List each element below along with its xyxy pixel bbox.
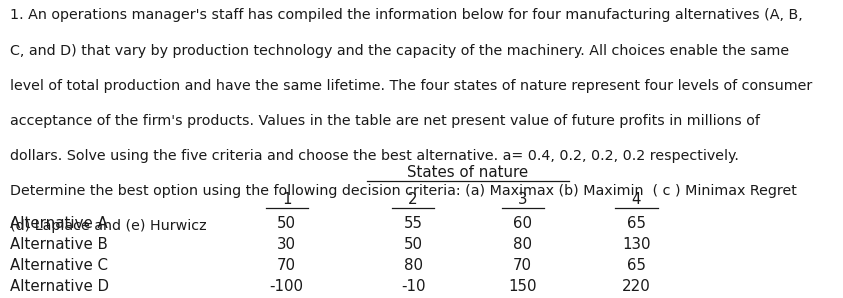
Text: Alternative B: Alternative B	[10, 237, 108, 252]
Text: 65: 65	[627, 258, 646, 273]
Text: C, and D) that vary by production technology and the capacity of the machinery. : C, and D) that vary by production techno…	[10, 44, 789, 58]
Text: acceptance of the firm's products. Values in the table are net present value of : acceptance of the firm's products. Value…	[10, 114, 760, 128]
Text: 130: 130	[622, 237, 651, 252]
Text: 4: 4	[631, 192, 642, 207]
Text: 50: 50	[404, 237, 422, 252]
Text: 1: 1	[282, 192, 292, 207]
Text: 80: 80	[513, 237, 532, 252]
Text: 50: 50	[277, 216, 296, 231]
Text: dollars. Solve using the five criteria and choose the best alternative. a= 0.4, : dollars. Solve using the five criteria a…	[10, 149, 739, 163]
Text: Alternative A: Alternative A	[10, 216, 108, 231]
Text: 220: 220	[622, 279, 651, 294]
Text: 2: 2	[408, 192, 418, 207]
Text: 1. An operations manager's staff has compiled the information below for four man: 1. An operations manager's staff has com…	[10, 8, 803, 22]
Text: 80: 80	[404, 258, 422, 273]
Text: 70: 70	[513, 258, 532, 273]
Text: 150: 150	[508, 279, 537, 294]
Text: level of total production and have the same lifetime. The four states of nature : level of total production and have the s…	[10, 79, 813, 93]
Text: Determine the best option using the following decision criteria: (a) Maximax (b): Determine the best option using the foll…	[10, 184, 797, 198]
Text: 3: 3	[518, 192, 528, 207]
Text: 55: 55	[404, 216, 422, 231]
Text: -100: -100	[270, 279, 303, 294]
Text: 65: 65	[627, 216, 646, 231]
Text: 70: 70	[277, 258, 296, 273]
Text: Alternative C: Alternative C	[10, 258, 108, 273]
Text: (d) Laplace and (e) Hurwicz: (d) Laplace and (e) Hurwicz	[10, 219, 207, 233]
Text: -10: -10	[400, 279, 426, 294]
Text: Alternative D: Alternative D	[10, 279, 109, 294]
Text: States of nature: States of nature	[407, 165, 529, 180]
Text: 30: 30	[277, 237, 296, 252]
Text: 60: 60	[513, 216, 532, 231]
